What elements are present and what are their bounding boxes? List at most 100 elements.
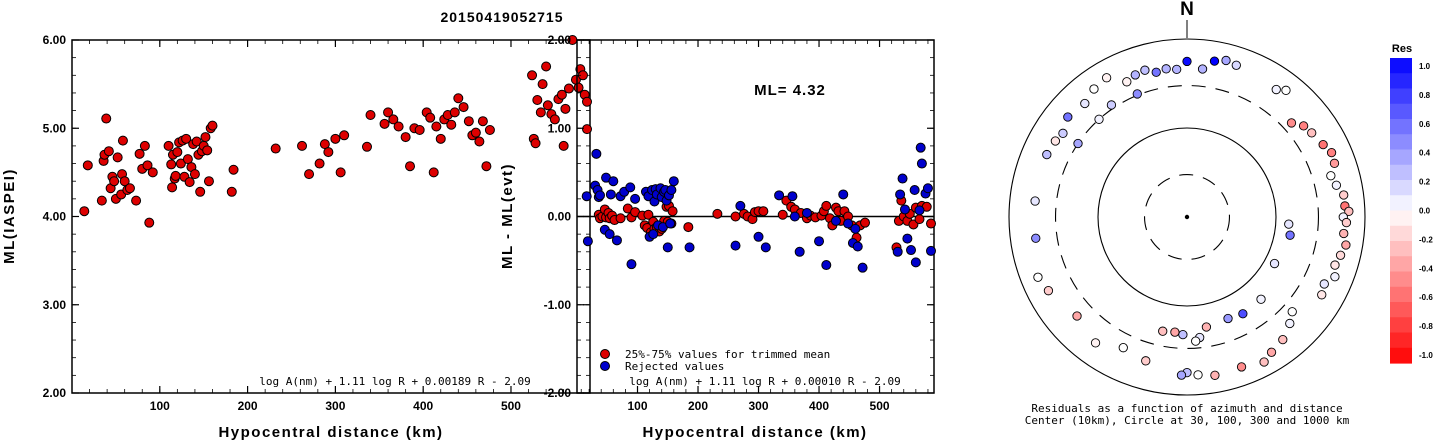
plot1-points bbox=[79, 35, 592, 228]
x-tick-label: 400 bbox=[809, 399, 829, 413]
data-point bbox=[147, 167, 158, 178]
data-point bbox=[730, 240, 741, 251]
x-tick-label: 100 bbox=[150, 399, 170, 413]
station-point bbox=[1331, 180, 1342, 190]
data-point bbox=[909, 185, 920, 196]
distance-ring bbox=[1143, 173, 1231, 261]
data-point bbox=[304, 169, 315, 180]
data-point bbox=[860, 217, 871, 228]
data-point bbox=[843, 218, 854, 229]
data-point bbox=[712, 208, 723, 219]
data-point bbox=[667, 206, 678, 217]
colorbar-cell bbox=[1390, 347, 1412, 364]
station-point bbox=[1031, 233, 1041, 243]
station-point bbox=[1326, 147, 1337, 158]
data-point bbox=[365, 110, 376, 121]
data-point bbox=[405, 161, 416, 172]
data-point bbox=[581, 191, 592, 202]
data-point bbox=[910, 257, 921, 268]
station-point bbox=[1319, 279, 1329, 289]
data-point bbox=[361, 141, 372, 152]
colorbar-cell bbox=[1390, 195, 1412, 212]
data-point bbox=[339, 130, 350, 141]
distance-ring bbox=[1054, 84, 1320, 350]
station-point bbox=[1176, 370, 1187, 380]
data-point bbox=[594, 190, 605, 201]
data-point bbox=[914, 214, 925, 225]
data-point bbox=[895, 189, 906, 200]
station-point bbox=[1130, 70, 1140, 80]
residual-vs-distance-plot: -2.00 -1.00 0.00 1.00 2.00 100 200 300 400 500 M… bbox=[499, 33, 936, 441]
north-label: N bbox=[1180, 0, 1194, 20]
data-point bbox=[666, 185, 677, 196]
station-point bbox=[1042, 149, 1052, 160]
station-point bbox=[1158, 326, 1168, 336]
colorbar-cell bbox=[1390, 149, 1412, 166]
data-point bbox=[630, 193, 641, 204]
data-point bbox=[207, 120, 218, 131]
data-point bbox=[189, 169, 200, 180]
station-point bbox=[1259, 357, 1269, 367]
data-point bbox=[753, 231, 764, 242]
station-point bbox=[1210, 370, 1220, 380]
data-point bbox=[838, 189, 849, 200]
data-point bbox=[101, 113, 112, 124]
data-point bbox=[400, 132, 411, 143]
station-point bbox=[1170, 327, 1180, 337]
data-point bbox=[801, 207, 812, 218]
data-point bbox=[200, 132, 211, 143]
station-point bbox=[1269, 258, 1280, 269]
data-point bbox=[527, 70, 538, 81]
colorbar-title: Res bbox=[1392, 43, 1412, 55]
data-point bbox=[414, 125, 425, 136]
colorbar-cell bbox=[1390, 302, 1412, 318]
data-point bbox=[665, 218, 676, 229]
station-point bbox=[1223, 313, 1233, 324]
station-point bbox=[1330, 260, 1340, 270]
colorbar-cell bbox=[1390, 286, 1412, 303]
data-point bbox=[730, 211, 741, 222]
caption-line1: Residuals as a function of azimuth and d… bbox=[1031, 402, 1342, 415]
colorbar-cell bbox=[1390, 317, 1412, 334]
station-point bbox=[1033, 272, 1043, 282]
colorbar-cell bbox=[1390, 241, 1412, 257]
data-point bbox=[605, 189, 616, 200]
data-point bbox=[850, 223, 861, 234]
station-point bbox=[1284, 219, 1294, 229]
station-point bbox=[1318, 139, 1328, 150]
x-tick-label: 200 bbox=[238, 399, 258, 413]
colorbar-tick-label: -0.6 bbox=[1419, 293, 1433, 302]
data-point bbox=[195, 186, 206, 197]
data-point bbox=[897, 173, 908, 184]
data-point bbox=[892, 246, 903, 257]
data-point bbox=[226, 186, 237, 197]
data-point bbox=[163, 140, 174, 151]
station-point bbox=[1238, 309, 1248, 319]
legend-label-trimmed: 25%-75% values for trimmed mean bbox=[625, 348, 830, 361]
data-point bbox=[830, 215, 841, 226]
station-point bbox=[1266, 347, 1277, 357]
x-tick-label: 400 bbox=[413, 399, 433, 413]
plot2-y-label: ML - ML(evt) bbox=[499, 163, 516, 269]
data-point bbox=[683, 222, 694, 233]
station-point bbox=[1281, 85, 1291, 95]
data-point bbox=[916, 158, 927, 169]
data-point bbox=[191, 136, 202, 147]
residual-colorbar: Res 1.0 0.8 0.6 0.4 0.2 0.0 -0.2 -0.4 -0.6 -0.8 -1… bbox=[1390, 43, 1433, 364]
data-point bbox=[103, 146, 114, 157]
legend-label-rejected: Rejected values bbox=[625, 360, 724, 373]
x-tick-label: 100 bbox=[627, 399, 647, 413]
station-point bbox=[1339, 190, 1349, 200]
data-point bbox=[170, 170, 181, 181]
data-point bbox=[556, 89, 567, 100]
data-point bbox=[383, 107, 394, 118]
data-point bbox=[131, 195, 142, 206]
data-point bbox=[558, 140, 569, 151]
y-tick-label: -2.00 bbox=[544, 386, 572, 400]
data-point bbox=[535, 107, 546, 118]
data-point bbox=[626, 259, 637, 270]
station-point bbox=[1209, 56, 1220, 66]
station-point bbox=[1317, 290, 1327, 300]
station-point bbox=[1151, 67, 1161, 77]
station-point bbox=[1341, 240, 1351, 250]
